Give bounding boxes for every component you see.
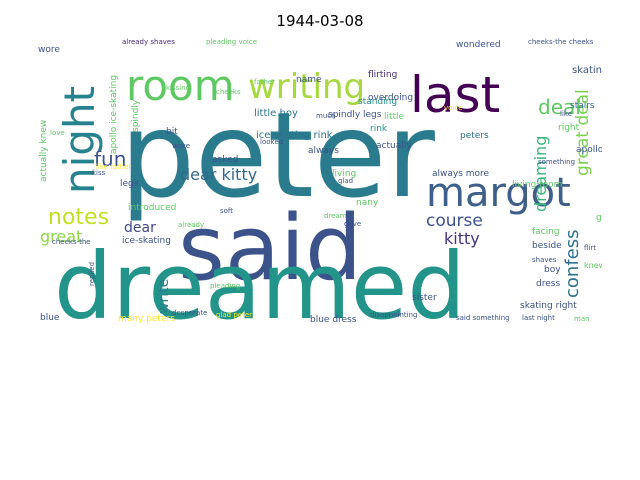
- cloud-word: dreamed: [54, 233, 466, 323]
- cloud-word: course: [426, 211, 483, 231]
- cloud-word: deal: [538, 95, 581, 119]
- cloud-word: disappointing: [370, 311, 417, 319]
- word-cloud: peter said dreamed margot last room night writi…: [38, 36, 602, 323]
- cloud-word: nany: [356, 198, 379, 208]
- cloud-word: pleading: [210, 282, 240, 290]
- cloud-word: confess: [562, 230, 583, 298]
- cloud-word: apollo: [576, 145, 602, 155]
- cloud-word: writing: [248, 67, 365, 107]
- cloud-word: blue: [40, 313, 60, 323]
- cloud-word: great deal: [573, 89, 593, 176]
- cloud-word: standing: [358, 97, 397, 107]
- cloud-word: pleading voice: [206, 38, 257, 46]
- cloud-word: dear kitty: [180, 165, 257, 184]
- cloud-word: boy: [544, 265, 561, 275]
- cloud-word: something: [538, 158, 575, 166]
- cloud-word: desperate: [172, 309, 207, 317]
- cloud-word: kissing: [166, 84, 190, 92]
- cloud-word: overdoing: [368, 93, 413, 103]
- cloud-word: much: [316, 112, 336, 120]
- cloud-word: cheeks-the cheeks: [528, 38, 594, 46]
- cloud-word: notes: [48, 205, 109, 230]
- cloud-word: woke: [172, 142, 190, 150]
- cloud-word: dream: [324, 212, 347, 220]
- cloud-word: apollo ice-skating: [109, 75, 119, 154]
- cloud-word: knew: [584, 261, 602, 270]
- cloud-word: facing: [532, 227, 560, 237]
- cloud-word: last: [410, 66, 500, 124]
- cloud-word: always: [308, 146, 339, 156]
- cloud-word: replied: [88, 262, 96, 286]
- cloud-word: stairs: [570, 101, 595, 111]
- cloud-word: peter: [120, 86, 435, 224]
- cloud-word: night: [55, 86, 104, 194]
- cloud-word: like father: [96, 163, 131, 171]
- cloud-word: spindly legs: [328, 110, 382, 120]
- cloud-word: dress: [536, 279, 560, 289]
- cloud-word: kitty: [444, 229, 480, 248]
- cloud-word: asked: [212, 155, 238, 165]
- cloud-word: legs: [120, 179, 139, 189]
- cloud-word: already shaves: [122, 38, 175, 46]
- cloud-word: last night: [522, 314, 555, 322]
- cloud-word: many peters: [118, 314, 175, 323]
- cloud-word: sister: [412, 293, 437, 303]
- cloud-word: said: [178, 196, 362, 301]
- cloud-word: living: [332, 169, 356, 179]
- cloud-word: name: [296, 75, 322, 85]
- cloud-word: ice-skating: [122, 236, 171, 246]
- cloud-word: always more: [432, 169, 490, 179]
- cloud-word: flirt: [584, 244, 596, 252]
- cloud-word: bit: [166, 127, 178, 137]
- cloud-word: gave: [344, 220, 361, 228]
- cloud-word: write: [156, 279, 172, 314]
- cloud-word: little: [384, 112, 405, 122]
- cloud-word: soft: [220, 207, 233, 215]
- cloud-word: beside: [532, 241, 562, 251]
- cloud-word: man: [574, 315, 590, 323]
- cloud-word: said something: [456, 314, 510, 322]
- cloud-word: fun: [94, 147, 126, 171]
- cloud-word: love: [50, 129, 65, 137]
- cloud-word: blue dress: [310, 315, 357, 323]
- cloud-word: introduced: [128, 203, 176, 213]
- cloud-word: dreaming: [531, 136, 550, 212]
- cloud-word: room: [126, 61, 235, 110]
- cloud-word: like: [560, 110, 572, 118]
- cloud-word: spindly: [131, 99, 141, 132]
- cloud-word: father: [254, 78, 275, 86]
- cloud-word: looked: [260, 138, 283, 146]
- cloud-word: glad peter: [216, 311, 252, 319]
- cloud-word: wore: [38, 45, 60, 55]
- cloud-word: already: [178, 221, 204, 229]
- cloud-word: wondered: [456, 40, 501, 50]
- cloud-word: little boy: [254, 108, 298, 119]
- cloud-word: kiss: [92, 169, 106, 177]
- cloud-word: cheeks: [216, 88, 241, 96]
- cloud-word: right: [558, 123, 580, 133]
- cloud-word: margot: [426, 170, 571, 216]
- cloud-word: actually: [376, 141, 412, 151]
- cloud-word: voice: [444, 104, 463, 112]
- cloud-word: girl: [596, 213, 602, 223]
- cloud-word: skating: [572, 65, 602, 76]
- cloud-word: shaves: [532, 256, 557, 264]
- cloud-word: flirting: [368, 70, 397, 80]
- cloud-word: great: [40, 227, 82, 246]
- cloud-title: 1944-03-08: [276, 12, 364, 30]
- cloud-word: glad: [338, 177, 353, 185]
- cloud-word: skating right: [520, 301, 577, 311]
- cloud-word: actually knew: [39, 120, 49, 182]
- cloud-word: dear: [124, 220, 156, 236]
- cloud-word: living room: [512, 180, 562, 190]
- cloud-word: peters: [460, 131, 489, 141]
- cloud-word: cheeks-the: [52, 238, 91, 246]
- cloud-word: ice-skating rink: [256, 130, 333, 141]
- cloud-word: rink: [370, 124, 388, 134]
